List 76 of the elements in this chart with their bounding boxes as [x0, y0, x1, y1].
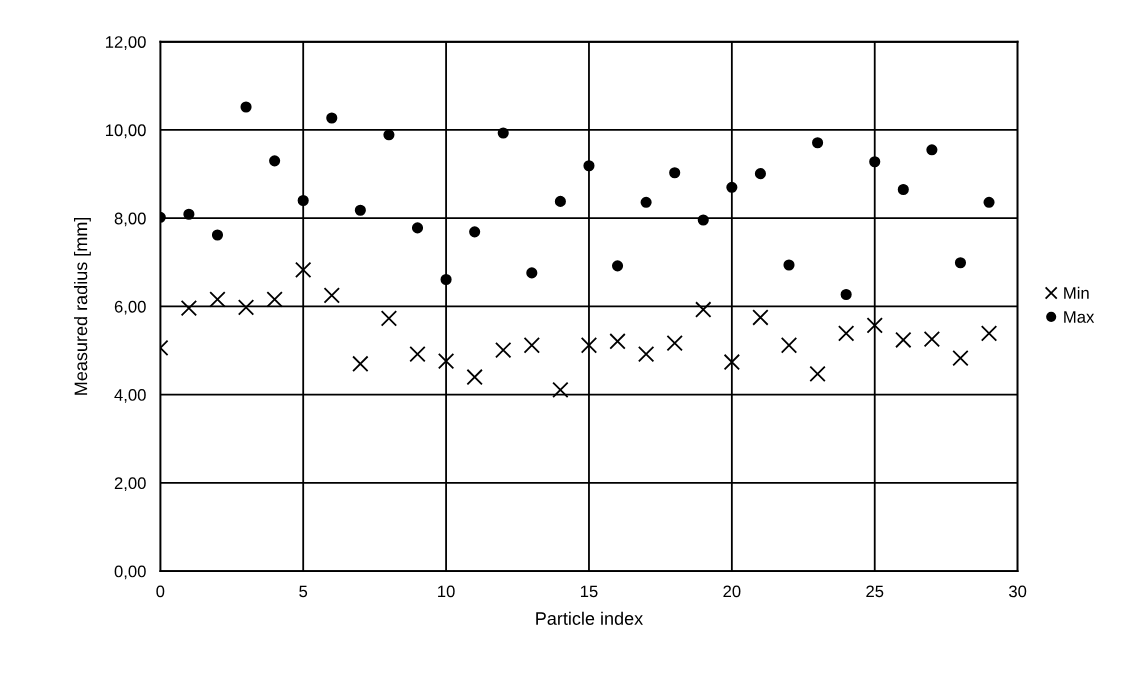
point	[952, 349, 969, 367]
point	[352, 355, 369, 372]
point	[552, 381, 569, 399]
point	[809, 365, 826, 383]
point	[609, 333, 626, 350]
point	[897, 183, 909, 196]
x-tick-label: 15	[580, 585, 598, 598]
point	[812, 137, 824, 149]
point	[695, 301, 712, 318]
point	[411, 222, 424, 234]
point	[409, 345, 426, 363]
point	[295, 261, 312, 279]
point	[780, 337, 798, 354]
point	[983, 196, 995, 208]
point	[726, 181, 738, 193]
point	[754, 168, 766, 180]
x-tick-label: 20	[723, 585, 741, 598]
x-tick-label: 25	[866, 585, 884, 598]
point	[466, 368, 483, 386]
x-tick-label: 5	[299, 585, 308, 598]
point	[526, 267, 538, 279]
x-axis-title: Particle index	[536, 611, 643, 625]
point	[440, 273, 452, 286]
point	[554, 195, 566, 207]
point	[637, 345, 655, 363]
point	[580, 337, 598, 354]
point	[723, 353, 741, 371]
point	[866, 317, 883, 334]
point	[840, 288, 852, 301]
y-tick-label: 10,00	[106, 124, 146, 139]
point	[180, 300, 198, 317]
y-tick-label: 4,00	[114, 389, 146, 403]
point	[697, 214, 709, 226]
y-tick-label: 8,00	[114, 212, 146, 227]
point	[523, 337, 541, 354]
legend-label: Max	[1064, 311, 1095, 323]
point	[895, 331, 912, 349]
point	[640, 196, 652, 208]
point	[980, 325, 998, 342]
point	[669, 167, 681, 179]
point	[469, 226, 481, 238]
point	[495, 341, 512, 359]
point	[211, 229, 224, 241]
point	[266, 291, 283, 308]
point	[666, 334, 683, 352]
point	[954, 257, 967, 269]
point	[297, 194, 309, 207]
point	[837, 325, 855, 342]
y-tick-label: 12,00	[106, 36, 146, 50]
point	[869, 156, 881, 168]
point	[354, 204, 366, 216]
point	[383, 129, 395, 141]
point	[269, 155, 281, 167]
point	[783, 259, 795, 271]
point	[437, 352, 455, 370]
point	[611, 260, 624, 272]
point	[326, 112, 338, 124]
legend-label: Min	[1064, 286, 1089, 299]
point	[752, 309, 769, 326]
y-tick-label: 2,00	[114, 477, 146, 492]
x-tick-label: 30	[1008, 585, 1027, 598]
point	[583, 160, 595, 172]
point	[380, 310, 398, 327]
y-tick-label: 0,00	[114, 565, 146, 580]
point	[497, 127, 509, 139]
point	[240, 101, 252, 113]
point	[209, 291, 226, 308]
y-axis-title: Measured radius [mm]	[74, 217, 91, 395]
y-tick-label: 6,00	[114, 300, 146, 315]
x-tick-label: 0	[156, 585, 165, 598]
point	[323, 287, 340, 304]
x-tick-label: 10	[438, 585, 455, 598]
point	[923, 330, 941, 348]
point	[926, 144, 938, 156]
point	[183, 208, 195, 220]
point	[237, 299, 255, 316]
